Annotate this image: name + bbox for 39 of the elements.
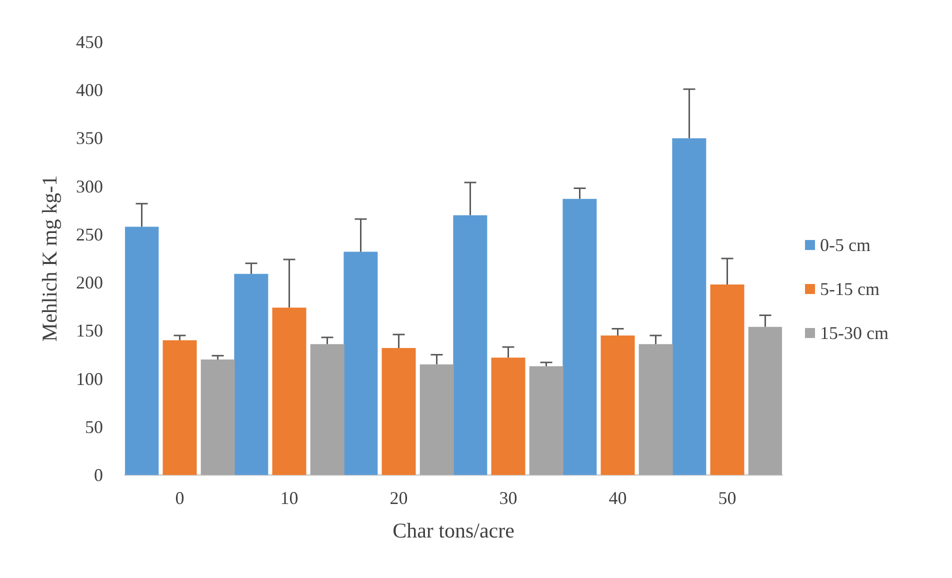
legend-label: 0-5 cm [820, 235, 870, 255]
bar [234, 274, 268, 475]
bar [453, 215, 488, 475]
y-tick-label: 200 [76, 272, 103, 293]
bar [491, 358, 526, 475]
y-tick-label: 50 [85, 416, 103, 437]
bar [162, 340, 197, 475]
bar [748, 326, 782, 475]
x-tick-label: 10 [280, 488, 298, 508]
bar [200, 360, 235, 475]
bar [125, 226, 159, 475]
bar [272, 308, 306, 475]
x-tick-label: 0 [175, 488, 184, 508]
bar [382, 348, 416, 475]
y-axis-title: Mehlich K mg kg-1 [38, 175, 62, 342]
y-tick-label: 450 [76, 32, 103, 52]
bar [344, 252, 378, 475]
x-tick-label: 30 [499, 488, 518, 508]
y-tick-label: 250 [76, 224, 103, 244]
legend-label: 5-15 cm [820, 279, 880, 299]
y-tick-label: 100 [76, 368, 103, 389]
y-tick-label: 300 [76, 176, 103, 196]
x-tick-label: 20 [390, 488, 408, 508]
bar [600, 335, 635, 475]
y-tick-label: 150 [76, 320, 103, 341]
y-tick-label: 0 [94, 465, 103, 485]
legend-label: 15-30 cm [820, 323, 888, 343]
bar [420, 364, 454, 475]
x-axis-title: Char tons/acre [392, 518, 514, 542]
x-tick-label: 50 [718, 488, 736, 508]
y-tick-label: 350 [76, 128, 103, 148]
bar [310, 344, 344, 475]
bar [562, 198, 597, 475]
x-tick-label: 40 [608, 488, 627, 508]
bar [529, 366, 564, 475]
bar [710, 284, 744, 475]
y-tick-label: 400 [76, 80, 103, 100]
bar [638, 344, 673, 475]
bar [672, 138, 706, 475]
